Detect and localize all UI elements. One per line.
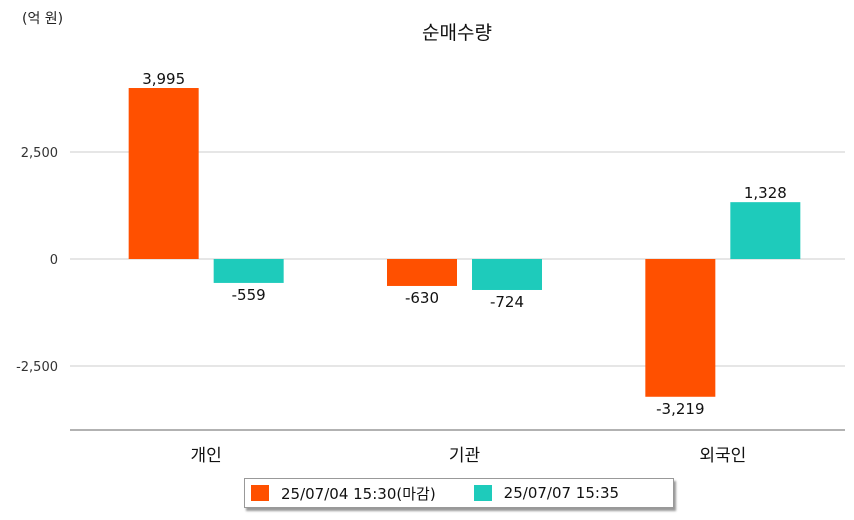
y-tick-label: 2,500 (21, 146, 58, 161)
y-tick-label: 0 (50, 253, 58, 268)
bar (472, 259, 542, 290)
data-label: -559 (232, 286, 266, 304)
bar-chart: 2,500 0 -2,500 3,995 -559 개인 -630 -724 기관 -3,219 1… (16, 70, 845, 466)
x-tick-label: 개인 (191, 446, 222, 466)
data-label: 1,328 (744, 184, 787, 202)
bar (213, 259, 284, 283)
x-tick-label: 기관 (449, 446, 480, 466)
bar (730, 202, 801, 259)
legend: 25/07/04 15:30(마감) 25/07/07 15:35 (244, 478, 674, 508)
chart-title: 순매수량 (422, 22, 492, 44)
x-tick-label: 외국인 (699, 446, 746, 466)
legend-item-series-1[interactable]: 25/07/04 15:30(마감) (251, 483, 436, 504)
legend-label-series-1: 25/07/04 15:30(마감) (281, 484, 436, 503)
bar (645, 259, 716, 397)
bar (128, 88, 199, 259)
data-label: -3,219 (656, 400, 704, 418)
y-tick-label: -2,500 (16, 360, 58, 375)
data-label: -724 (490, 293, 524, 311)
unit-label: (억 원) (22, 11, 64, 27)
legend-item-series-2[interactable]: 25/07/07 15:35 (473, 484, 620, 502)
data-label: 3,995 (142, 70, 185, 88)
bar (387, 259, 457, 286)
legend-swatch-series-1 (251, 485, 269, 501)
data-label: -630 (405, 289, 439, 307)
legend-swatch-series-2 (473, 485, 492, 501)
legend-label-series-2: 25/07/07 15:35 (503, 484, 620, 502)
